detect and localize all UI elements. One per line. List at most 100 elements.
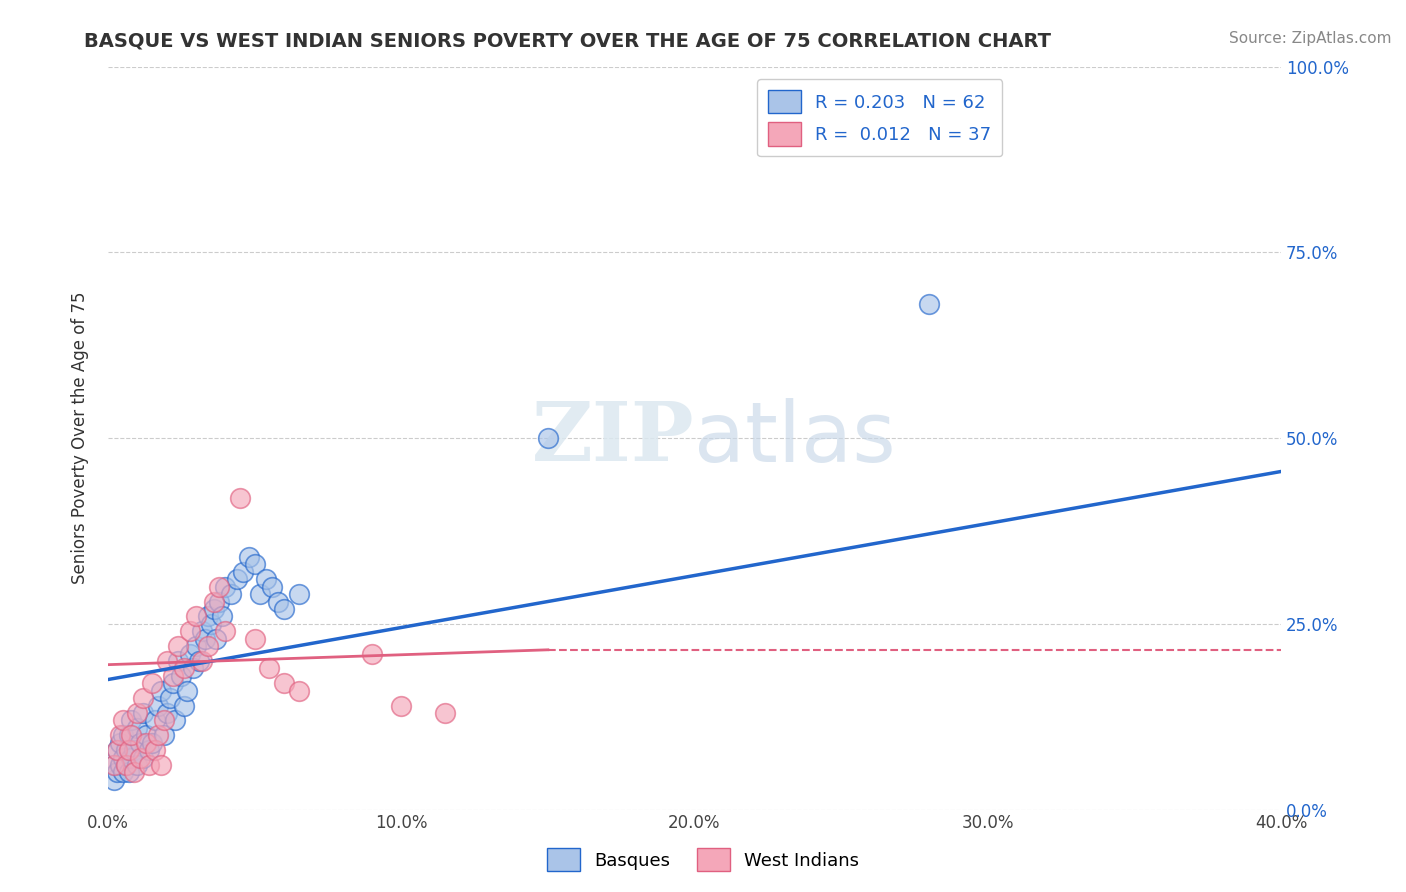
Point	[243, 632, 266, 646]
Point	[135, 736, 157, 750]
Point	[434, 706, 457, 720]
Point	[117, 743, 139, 757]
Point	[111, 750, 134, 764]
Legend: Basques, West Indians: Basques, West Indians	[540, 841, 866, 879]
Point	[143, 714, 166, 728]
Point	[211, 609, 233, 624]
Point	[108, 728, 131, 742]
Point	[179, 647, 201, 661]
Point	[120, 750, 142, 764]
Point	[120, 714, 142, 728]
Point	[287, 683, 309, 698]
Point	[149, 758, 172, 772]
Point	[918, 297, 941, 311]
Point	[243, 558, 266, 572]
Point	[197, 639, 219, 653]
Point	[208, 580, 231, 594]
Point	[141, 676, 163, 690]
Point	[105, 743, 128, 757]
Point	[117, 765, 139, 780]
Point	[103, 758, 125, 772]
Text: BASQUE VS WEST INDIAN SENIORS POVERTY OVER THE AGE OF 75 CORRELATION CHART: BASQUE VS WEST INDIAN SENIORS POVERTY OV…	[84, 31, 1052, 50]
Point	[132, 706, 155, 720]
Point	[181, 661, 204, 675]
Point	[197, 609, 219, 624]
Point	[273, 602, 295, 616]
Point	[152, 728, 174, 742]
Point	[127, 758, 149, 772]
Point	[173, 698, 195, 713]
Point	[114, 758, 136, 772]
Point	[249, 587, 271, 601]
Point	[167, 654, 190, 668]
Point	[108, 758, 131, 772]
Point	[273, 676, 295, 690]
Point	[108, 736, 131, 750]
Point	[105, 765, 128, 780]
Point	[202, 594, 225, 608]
Point	[162, 669, 184, 683]
Text: ZIP: ZIP	[531, 398, 695, 478]
Point	[117, 728, 139, 742]
Y-axis label: Seniors Poverty Over the Age of 75: Seniors Poverty Over the Age of 75	[72, 292, 89, 584]
Point	[179, 624, 201, 639]
Point	[146, 698, 169, 713]
Point	[202, 602, 225, 616]
Point	[184, 609, 207, 624]
Point	[141, 736, 163, 750]
Point	[232, 565, 254, 579]
Point	[138, 758, 160, 772]
Point	[167, 639, 190, 653]
Point	[389, 698, 412, 713]
Point	[214, 580, 236, 594]
Point	[200, 616, 222, 631]
Point	[111, 714, 134, 728]
Point	[105, 743, 128, 757]
Point	[226, 572, 249, 586]
Point	[146, 728, 169, 742]
Point	[127, 721, 149, 735]
Point	[129, 750, 152, 764]
Point	[135, 728, 157, 742]
Point	[156, 706, 179, 720]
Point	[129, 736, 152, 750]
Point	[194, 632, 217, 646]
Legend: R = 0.203   N = 62, R =  0.012   N = 37: R = 0.203 N = 62, R = 0.012 N = 37	[758, 79, 1002, 156]
Point	[214, 624, 236, 639]
Point	[259, 661, 281, 675]
Point	[114, 743, 136, 757]
Point	[152, 714, 174, 728]
Point	[120, 728, 142, 742]
Point	[187, 654, 209, 668]
Point	[149, 683, 172, 698]
Point	[537, 431, 560, 445]
Point	[165, 714, 187, 728]
Point	[229, 491, 252, 505]
Point	[173, 661, 195, 675]
Point	[111, 765, 134, 780]
Point	[132, 691, 155, 706]
Point	[159, 691, 181, 706]
Point	[127, 706, 149, 720]
Text: atlas: atlas	[695, 398, 896, 479]
Point	[208, 594, 231, 608]
Point	[238, 549, 260, 564]
Point	[287, 587, 309, 601]
Point	[170, 669, 193, 683]
Point	[361, 647, 384, 661]
Point	[103, 772, 125, 787]
Point	[162, 676, 184, 690]
Point	[103, 758, 125, 772]
Point	[124, 743, 146, 757]
Point	[176, 683, 198, 698]
Point	[254, 572, 277, 586]
Point	[205, 632, 228, 646]
Point	[111, 728, 134, 742]
Point	[267, 594, 290, 608]
Point	[138, 743, 160, 757]
Point	[184, 639, 207, 653]
Point	[191, 654, 214, 668]
Text: Source: ZipAtlas.com: Source: ZipAtlas.com	[1229, 31, 1392, 46]
Point	[156, 654, 179, 668]
Point	[143, 743, 166, 757]
